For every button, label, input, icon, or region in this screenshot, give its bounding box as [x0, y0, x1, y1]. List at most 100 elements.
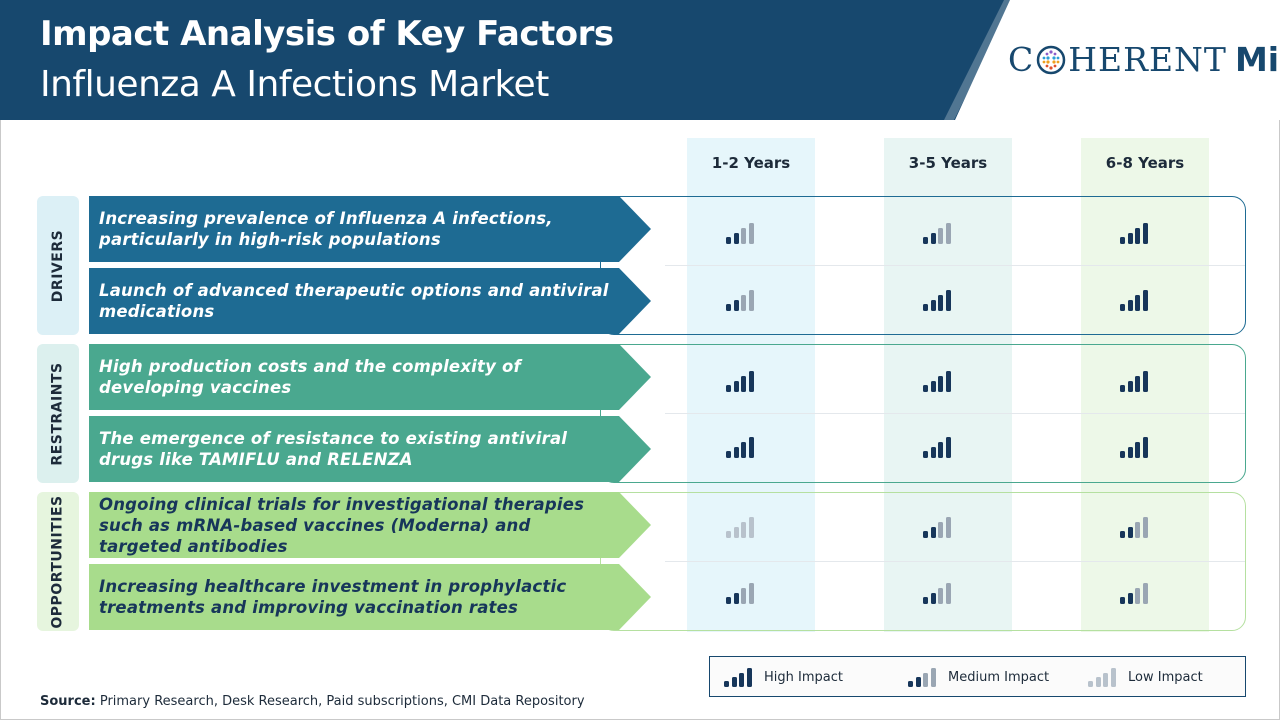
signal-bar	[748, 371, 754, 392]
signal-bar	[1135, 442, 1140, 458]
signal-bar	[1120, 531, 1125, 538]
high-impact-icon	[1120, 220, 1158, 244]
signal-bar	[923, 531, 928, 538]
signal-bar	[726, 385, 731, 392]
signal-bar	[724, 680, 729, 687]
signal-bar	[938, 295, 943, 311]
factor-row: Ongoing clinical trials for investigatio…	[89, 492, 651, 558]
signal-bar	[748, 517, 754, 538]
signal-bar	[733, 300, 739, 311]
signal-bar	[923, 385, 928, 392]
signal-bar	[930, 593, 936, 604]
signal-bar	[1135, 588, 1140, 604]
signal-bar	[741, 522, 746, 538]
medium-impact-icon	[923, 514, 961, 538]
medium-impact-icon	[1120, 580, 1158, 604]
signal-bar	[741, 295, 746, 311]
logo-mi: Mi	[1234, 40, 1280, 79]
medium-impact-icon	[923, 220, 961, 244]
medium-impact-icon	[726, 580, 764, 604]
row-divider	[665, 413, 1245, 414]
signal-bar	[741, 228, 746, 244]
logo-panel	[955, 0, 1280, 120]
page-subtitle: Influenza A Infections Market	[40, 64, 549, 105]
signal-bar	[1142, 371, 1148, 392]
signal-bar	[945, 223, 951, 244]
signal-bar	[923, 672, 928, 687]
signal-bar	[930, 668, 936, 687]
signal-bar	[923, 237, 928, 244]
logo-letter-c: C	[1008, 40, 1035, 79]
signal-bar	[1127, 381, 1133, 392]
factor-row: High production costs and the complexity…	[89, 344, 651, 410]
signal-bar	[726, 531, 731, 538]
medium-impact-icon	[1120, 514, 1158, 538]
signal-bar	[726, 304, 731, 311]
signal-bar	[741, 442, 746, 458]
high-impact-icon	[724, 667, 760, 687]
signal-bar	[945, 583, 951, 604]
medium-impact-icon	[908, 667, 944, 687]
high-impact-icon	[1120, 434, 1158, 458]
category-label: DRIVERS	[50, 229, 66, 302]
signal-bar	[930, 381, 936, 392]
factor-text: The emergence of resistance to existing …	[99, 429, 568, 469]
signal-bar	[945, 371, 951, 392]
signal-bar	[731, 677, 737, 687]
column-header-1-2-years: 1-2 Years	[687, 138, 815, 188]
signal-bar	[1088, 680, 1093, 687]
category-label: OPPORTUNITIES	[50, 494, 67, 629]
signal-bar	[1095, 677, 1101, 687]
signal-bar	[741, 376, 746, 392]
signal-bar	[938, 588, 943, 604]
signal-bar	[1103, 672, 1108, 687]
drivers-group-outline	[600, 196, 1246, 335]
legend-high: High Impact	[724, 667, 843, 687]
legend: High Impact Medium Impact Low Impact	[709, 656, 1246, 697]
signal-bar	[1135, 522, 1140, 538]
category-label: RESTRAINTS	[50, 361, 66, 466]
signal-bar	[748, 223, 754, 244]
signal-bar	[1127, 233, 1133, 244]
signal-bar	[726, 451, 731, 458]
low-impact-icon	[726, 514, 764, 538]
signal-bar	[733, 527, 739, 538]
signal-bar	[1120, 237, 1125, 244]
signal-bar	[1135, 295, 1140, 311]
signal-bar	[1120, 597, 1125, 604]
medium-impact-icon	[726, 287, 764, 311]
high-impact-icon	[1120, 368, 1158, 392]
signal-bar	[733, 381, 739, 392]
signal-bar	[915, 677, 921, 687]
logo-letters: HERENT	[1068, 40, 1227, 79]
medium-impact-icon	[726, 220, 764, 244]
signal-bar	[1127, 527, 1133, 538]
signal-bar	[938, 522, 943, 538]
legend-low: Low Impact	[1088, 667, 1203, 687]
signal-bar	[726, 597, 731, 604]
column-header-3-5-years: 3-5 Years	[884, 138, 1012, 188]
signal-bar	[1127, 447, 1133, 458]
signal-bar	[733, 447, 739, 458]
signal-bar	[748, 437, 754, 458]
low-impact-icon	[1088, 667, 1124, 687]
opportunities-group-outline	[600, 492, 1246, 631]
coherent-mi-logo: C HERENT Mi	[1008, 40, 1279, 79]
source-label: Source:	[40, 694, 96, 709]
factor-text: Increasing healthcare investment in prop…	[99, 577, 567, 617]
signal-bar	[1120, 385, 1125, 392]
category-opportunities: OPPORTUNITIES	[37, 492, 79, 631]
high-impact-icon	[923, 368, 961, 392]
signal-bar	[938, 228, 943, 244]
high-impact-icon	[726, 368, 764, 392]
restraints-group-outline	[600, 344, 1246, 483]
factor-text: Ongoing clinical trials for investigatio…	[99, 494, 585, 556]
signal-bar	[733, 233, 739, 244]
factor-text: Increasing prevalence of Influenza A inf…	[99, 209, 553, 249]
signal-bar	[746, 668, 752, 687]
factor-row: The emergence of resistance to existing …	[89, 416, 651, 482]
signal-bar	[1120, 304, 1125, 311]
signal-bar	[923, 597, 928, 604]
signal-bar	[930, 527, 936, 538]
factor-row: Increasing prevalence of Influenza A inf…	[89, 196, 651, 262]
